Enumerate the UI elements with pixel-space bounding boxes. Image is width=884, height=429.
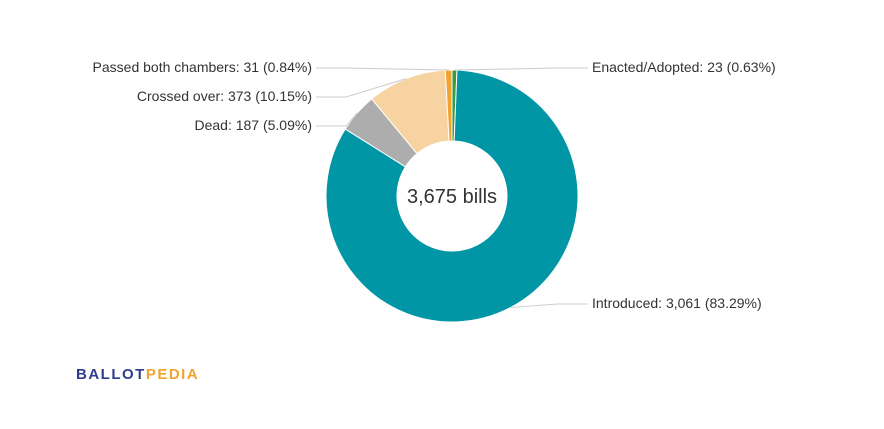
connector-line [316,112,358,127]
connector-line [316,78,407,98]
slice-label: Enacted/Adopted: 23 (0.63%) [592,59,776,75]
slice-label: Crossed over: 373 (10.15%) [137,88,312,104]
slice-label: Dead: 187 (5.09%) [194,117,312,133]
donut-slices [325,69,579,323]
logo-text-accent: PEDIA [145,366,200,383]
slice-label: Introduced: 3,061 (83.29%) [592,295,762,311]
center-total-label: 3,675 bills [407,186,497,208]
connector-line [510,303,588,308]
ballotpedia-logo: BALLOTPEDIA [76,366,199,383]
connector-line [454,67,588,71]
label-connectors [316,67,588,308]
slice-labels: Enacted/Adopted: 23 (0.63%) Introduced: 3… [93,59,776,311]
connector-line [316,67,449,71]
slice-label: Passed both chambers: 31 (0.84%) [93,59,312,75]
slice-introduced[interactable] [325,69,579,323]
logo-text-primary: BALLOT [76,366,146,383]
